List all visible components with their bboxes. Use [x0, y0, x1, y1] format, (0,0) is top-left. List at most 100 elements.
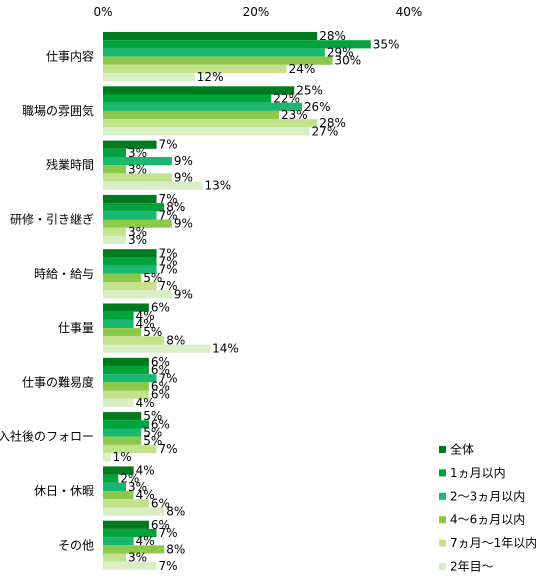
- bar: [103, 194, 157, 204]
- bar: [103, 466, 134, 475]
- data-label: 8%: [166, 542, 185, 556]
- data-label: 6%: [151, 496, 170, 510]
- data-label: 24%: [289, 62, 316, 76]
- bar: [103, 328, 142, 337]
- data-label: 1%: [113, 450, 132, 464]
- data-label: 7%: [159, 263, 178, 277]
- category-label: 仕事量: [58, 321, 94, 335]
- legend-swatch: [439, 516, 446, 524]
- bar: [103, 482, 126, 491]
- bar: [103, 265, 157, 274]
- data-label: 4%: [136, 534, 155, 548]
- bar: [103, 420, 149, 429]
- data-label: 6%: [151, 417, 170, 431]
- bars: [103, 32, 371, 570]
- bar: [103, 173, 172, 182]
- data-label: 12%: [197, 70, 224, 84]
- bar: [103, 282, 157, 291]
- data-label: 25%: [296, 83, 323, 97]
- bar: [103, 537, 134, 546]
- legend-swatch: [439, 539, 446, 547]
- bar: [103, 561, 157, 570]
- bar: [103, 64, 287, 73]
- data-label: 7%: [159, 526, 178, 540]
- bar: [103, 157, 172, 166]
- data-label: 6%: [151, 518, 170, 532]
- category-label: 仕事内容: [46, 49, 94, 64]
- bar: [103, 110, 279, 120]
- data-label: 5%: [143, 426, 162, 440]
- data-labels: 28%35%29%30%24%12%25%22%26%23%28%27%7%3%…: [113, 29, 400, 573]
- data-label: 7%: [159, 192, 178, 206]
- data-label: 6%: [151, 301, 170, 315]
- data-label: 7%: [159, 442, 178, 456]
- bar: [103, 102, 302, 111]
- bar: [103, 366, 149, 375]
- category-label: 休日・休暇: [34, 484, 94, 498]
- bar: [103, 357, 149, 366]
- data-label: 7%: [159, 138, 178, 152]
- data-label: 7%: [159, 246, 178, 260]
- bar: [103, 94, 272, 103]
- data-label: 4%: [136, 309, 155, 323]
- legend-label: 7ヵ月～1年以内: [450, 536, 536, 550]
- category-label: 時給・給与: [34, 267, 94, 281]
- data-label: 7%: [159, 255, 178, 269]
- data-label: 2%: [120, 472, 139, 486]
- data-label: 9%: [174, 217, 193, 231]
- data-label: 3%: [128, 225, 147, 239]
- data-label: 9%: [174, 287, 193, 301]
- bar: [103, 528, 157, 538]
- category-labels: 仕事内容職場の雰囲気残業時間研修・引き継ぎ時給・給与仕事量仕事の難易度入社後のフ…: [0, 49, 94, 553]
- legend-label: 4～6ヵ月以内: [450, 513, 525, 527]
- bar: [103, 148, 126, 157]
- bar: [103, 491, 134, 500]
- legend-swatch: [439, 446, 446, 453]
- category-label: 仕事の難易度: [22, 374, 94, 389]
- data-label: 3%: [128, 551, 147, 565]
- legend-label: 全体: [450, 442, 474, 457]
- data-label: 9%: [174, 154, 193, 168]
- data-label: 6%: [151, 355, 170, 369]
- bar: [103, 127, 310, 136]
- x-axis-ticks: 0% 20% 40%: [93, 5, 422, 19]
- data-label: 28%: [319, 116, 346, 130]
- bar: [103, 86, 295, 95]
- bar: [103, 499, 149, 508]
- bar: [103, 412, 142, 421]
- bar: [103, 32, 318, 41]
- data-label: 13%: [204, 179, 231, 193]
- data-label: 9%: [174, 171, 193, 185]
- bar: [103, 382, 149, 391]
- legend: 全体 1ヵ月以内 2～3ヵ月以内 4～6ヵ月以内 7ヵ月～1年以内 2年目～: [439, 442, 536, 574]
- legend-label: 2年目～: [450, 560, 494, 574]
- bar: [103, 507, 165, 516]
- bar: [103, 211, 157, 220]
- bar: [103, 436, 142, 445]
- bar: [103, 227, 126, 236]
- data-label: 7%: [159, 371, 178, 385]
- bar: [103, 257, 157, 266]
- bar: [103, 336, 165, 345]
- data-label: 4%: [136, 317, 155, 331]
- legend-swatch: [439, 469, 446, 477]
- data-label: 3%: [128, 233, 147, 247]
- bar: [103, 203, 165, 212]
- data-label: 7%: [159, 208, 178, 222]
- data-label: 7%: [159, 279, 178, 293]
- bar: [103, 553, 126, 562]
- data-label: 30%: [335, 54, 362, 68]
- category-label: その他: [58, 538, 94, 552]
- data-label: 29%: [327, 46, 354, 60]
- bar: [103, 444, 157, 454]
- bar: [103, 545, 165, 554]
- data-label: 7%: [159, 559, 178, 573]
- legend-label: 1ヵ月以内: [450, 466, 506, 480]
- data-label: 4%: [136, 488, 155, 502]
- data-label: 3%: [128, 480, 147, 494]
- data-label: 5%: [143, 325, 162, 339]
- legend-label: 2～3ヵ月以内: [450, 489, 525, 503]
- bar: [103, 319, 134, 329]
- data-label: 3%: [128, 146, 147, 160]
